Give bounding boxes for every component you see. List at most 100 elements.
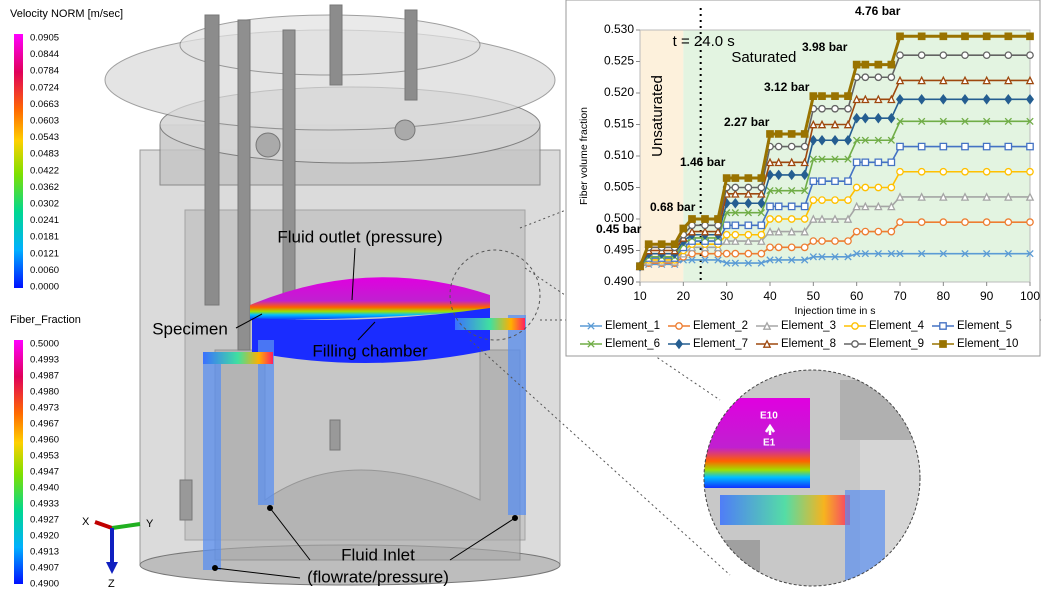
colorbar-label: 0.4900 (30, 579, 59, 590)
series-marker (775, 203, 781, 209)
series-marker (962, 143, 968, 149)
series-marker (918, 33, 924, 39)
series-marker (671, 241, 677, 247)
axis-x-label: X (82, 516, 90, 528)
inlet-label: Fluid Inlet (341, 545, 415, 564)
series-marker (897, 219, 903, 225)
colorbar-label: 0.4993 (30, 355, 59, 366)
legend-label: Element_8 (781, 338, 836, 350)
axis-triad (95, 522, 140, 574)
colorbar-label: 0.0663 (30, 99, 59, 110)
colorbar-label: 0.0000 (30, 282, 59, 293)
series-marker (810, 93, 816, 99)
series-marker (875, 228, 881, 234)
series-marker (745, 222, 751, 228)
series-marker (745, 184, 751, 190)
x-tick-label: 40 (763, 289, 777, 303)
series-marker (819, 106, 825, 112)
series-marker (1005, 169, 1011, 175)
series-marker (875, 74, 881, 80)
series-marker (853, 159, 859, 165)
series-marker (715, 216, 721, 222)
series-marker (1027, 219, 1033, 225)
y-tick-label: 0.525 (604, 54, 634, 68)
series-marker (888, 74, 894, 80)
legend-label: Element_9 (869, 338, 924, 350)
series-marker (983, 219, 989, 225)
series-marker (983, 143, 989, 149)
x-tick-label: 100 (1020, 289, 1040, 303)
colorbar-label: 0.4987 (30, 371, 59, 382)
series-marker (819, 238, 825, 244)
series-marker (715, 222, 721, 228)
legend-label: Element_6 (605, 338, 660, 350)
series-marker (788, 203, 794, 209)
series-marker (832, 197, 838, 203)
series-marker (897, 33, 903, 39)
series-marker (801, 143, 807, 149)
colorbar-label: 0.0603 (30, 116, 59, 127)
pressure-label: 0.68 bar (650, 200, 696, 214)
series-marker (732, 184, 738, 190)
series-marker (862, 228, 868, 234)
series-marker (897, 143, 903, 149)
series-marker (1005, 33, 1011, 39)
velocity-colorbar (14, 34, 23, 288)
series-marker (862, 184, 868, 190)
series-marker (888, 228, 894, 234)
colorbar-label: 0.4953 (30, 451, 59, 462)
series-marker (732, 222, 738, 228)
colorbar-label: 0.0362 (30, 182, 59, 193)
series-marker (897, 169, 903, 175)
colorbar-label: 0.0181 (30, 232, 59, 243)
series-marker (819, 93, 825, 99)
legend-label: Element_7 (693, 338, 748, 350)
series-marker (801, 244, 807, 250)
time-marker-label: t = 24.0 s (673, 33, 735, 50)
series-marker (832, 106, 838, 112)
y-tick-label: 0.515 (604, 117, 634, 131)
series-marker (940, 33, 946, 39)
series-marker (875, 61, 881, 67)
series-marker (962, 33, 968, 39)
x-tick-label: 80 (937, 289, 951, 303)
series-marker (702, 222, 708, 228)
series-marker (715, 250, 721, 256)
page: E10 E1 Fluid outlet (pressure) Specimen … (0, 0, 1041, 601)
series-marker (845, 93, 851, 99)
series-marker (689, 216, 695, 222)
pressure-label: 3.12 bar (764, 80, 810, 94)
velocity-legend-title: Velocity NORM [m/sec] (10, 8, 123, 20)
series-marker (680, 225, 686, 231)
colorbar-label: 0.4973 (30, 403, 59, 414)
legend-marker (852, 323, 858, 329)
series-marker (745, 175, 751, 181)
series-marker (775, 244, 781, 250)
series-marker (918, 169, 924, 175)
series-marker (775, 143, 781, 149)
figure: E10 E1 Fluid outlet (pressure) Specimen … (0, 0, 1041, 601)
series-marker (767, 244, 773, 250)
colorbar-label: 0.4967 (30, 419, 59, 430)
series-marker (862, 61, 868, 67)
series-marker (702, 216, 708, 222)
series-marker (767, 203, 773, 209)
series-marker (853, 184, 859, 190)
colorbar-label: 0.0302 (30, 199, 59, 210)
series-marker (767, 131, 773, 137)
series-marker (732, 250, 738, 256)
colorbar-label: 0.4940 (30, 483, 59, 494)
legend-label: Element_5 (957, 320, 1012, 332)
fiber-colorbar (14, 340, 23, 584)
colorbar-label: 0.4933 (30, 499, 59, 510)
region-label: Unsaturated (649, 75, 666, 157)
colorbar-label: 0.4927 (30, 515, 59, 526)
x-tick-label: 60 (850, 289, 864, 303)
legend-label: Element_2 (693, 320, 748, 332)
colorbar-label: 0.5000 (30, 339, 59, 350)
colorbar-label: 0.4980 (30, 387, 59, 398)
series-marker (832, 238, 838, 244)
series-marker (801, 216, 807, 222)
series-marker (940, 169, 946, 175)
e10-label: E10 (760, 411, 778, 422)
